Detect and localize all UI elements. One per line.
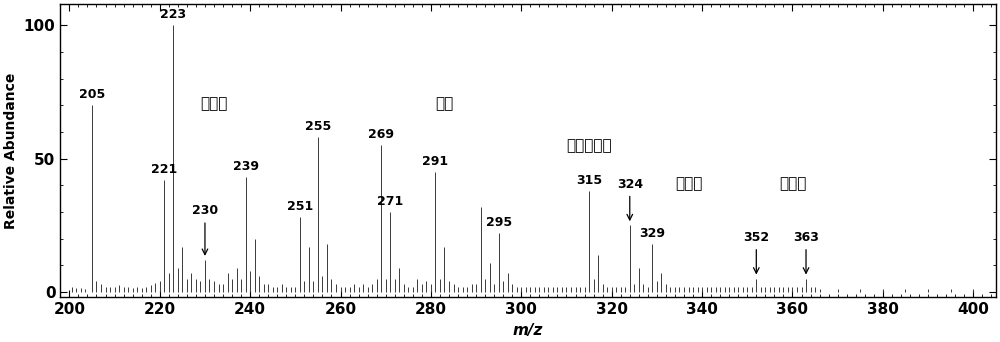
Y-axis label: Relative Abundance: Relative Abundance	[4, 73, 18, 229]
Text: 205: 205	[79, 89, 105, 102]
Text: 故故界: 故故界	[200, 96, 228, 111]
Text: 329: 329	[639, 227, 665, 240]
Text: 315: 315	[576, 174, 602, 187]
Text: 255: 255	[305, 120, 331, 133]
Text: 乐果: 乐果	[435, 96, 454, 111]
Text: 239: 239	[233, 160, 259, 173]
Text: 324: 324	[617, 178, 643, 220]
Text: 230: 230	[192, 205, 218, 254]
Text: 毒死蝉: 毒死蝉	[675, 176, 702, 191]
Text: 251: 251	[287, 200, 313, 213]
Text: 甲基毒死蝉: 甲基毒死蝉	[566, 139, 612, 154]
Text: 363: 363	[793, 231, 819, 273]
Text: 291: 291	[422, 155, 448, 168]
Text: 蝇毒研: 蝇毒研	[779, 176, 806, 191]
Text: 352: 352	[743, 231, 769, 273]
Text: 295: 295	[486, 216, 512, 229]
Text: 223: 223	[160, 9, 186, 22]
Text: 271: 271	[377, 195, 403, 208]
Text: 269: 269	[368, 129, 394, 142]
X-axis label: m/z: m/z	[513, 323, 543, 338]
Text: 221: 221	[151, 163, 177, 176]
